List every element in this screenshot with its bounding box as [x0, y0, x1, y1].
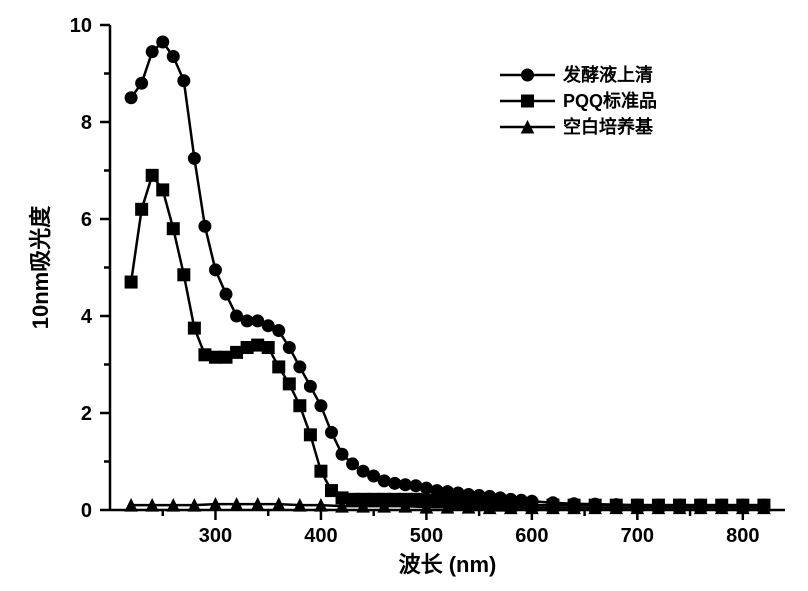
legend-label: 空白培养基 [563, 116, 654, 137]
x-tick-label: 800 [726, 525, 759, 547]
spectrum-chart: 300 400 500 600 700 800 0 2 4 6 8 10 波长 (nm) 10nm吸光度 发… [0, 0, 808, 591]
x-tick-label: 400 [304, 525, 337, 547]
x-tick-label: 700 [621, 525, 654, 547]
legend-label: 发酵液上清 [562, 64, 653, 85]
legend-label: PQQ标准品 [563, 90, 657, 111]
y-tick-label: 2 [81, 403, 92, 425]
y-tick-label: 4 [81, 306, 93, 328]
x-tick-label: 300 [199, 525, 232, 547]
series-line [131, 42, 764, 505]
x-tick-label: 500 [410, 525, 443, 547]
y-axis-label: 10nm吸光度 [28, 205, 53, 329]
y-tick-label: 0 [81, 500, 92, 522]
y-tick-label: 6 [81, 209, 92, 231]
series-line [131, 175, 764, 505]
y-tick-label: 10 [70, 15, 92, 37]
x-tick-label: 600 [515, 525, 548, 547]
chart-container: 300 400 500 600 700 800 0 2 4 6 8 10 波长 (nm) 10nm吸光度 发… [0, 0, 808, 591]
y-tick-label: 8 [81, 112, 92, 134]
x-axis-label: 波长 (nm) [399, 552, 497, 577]
